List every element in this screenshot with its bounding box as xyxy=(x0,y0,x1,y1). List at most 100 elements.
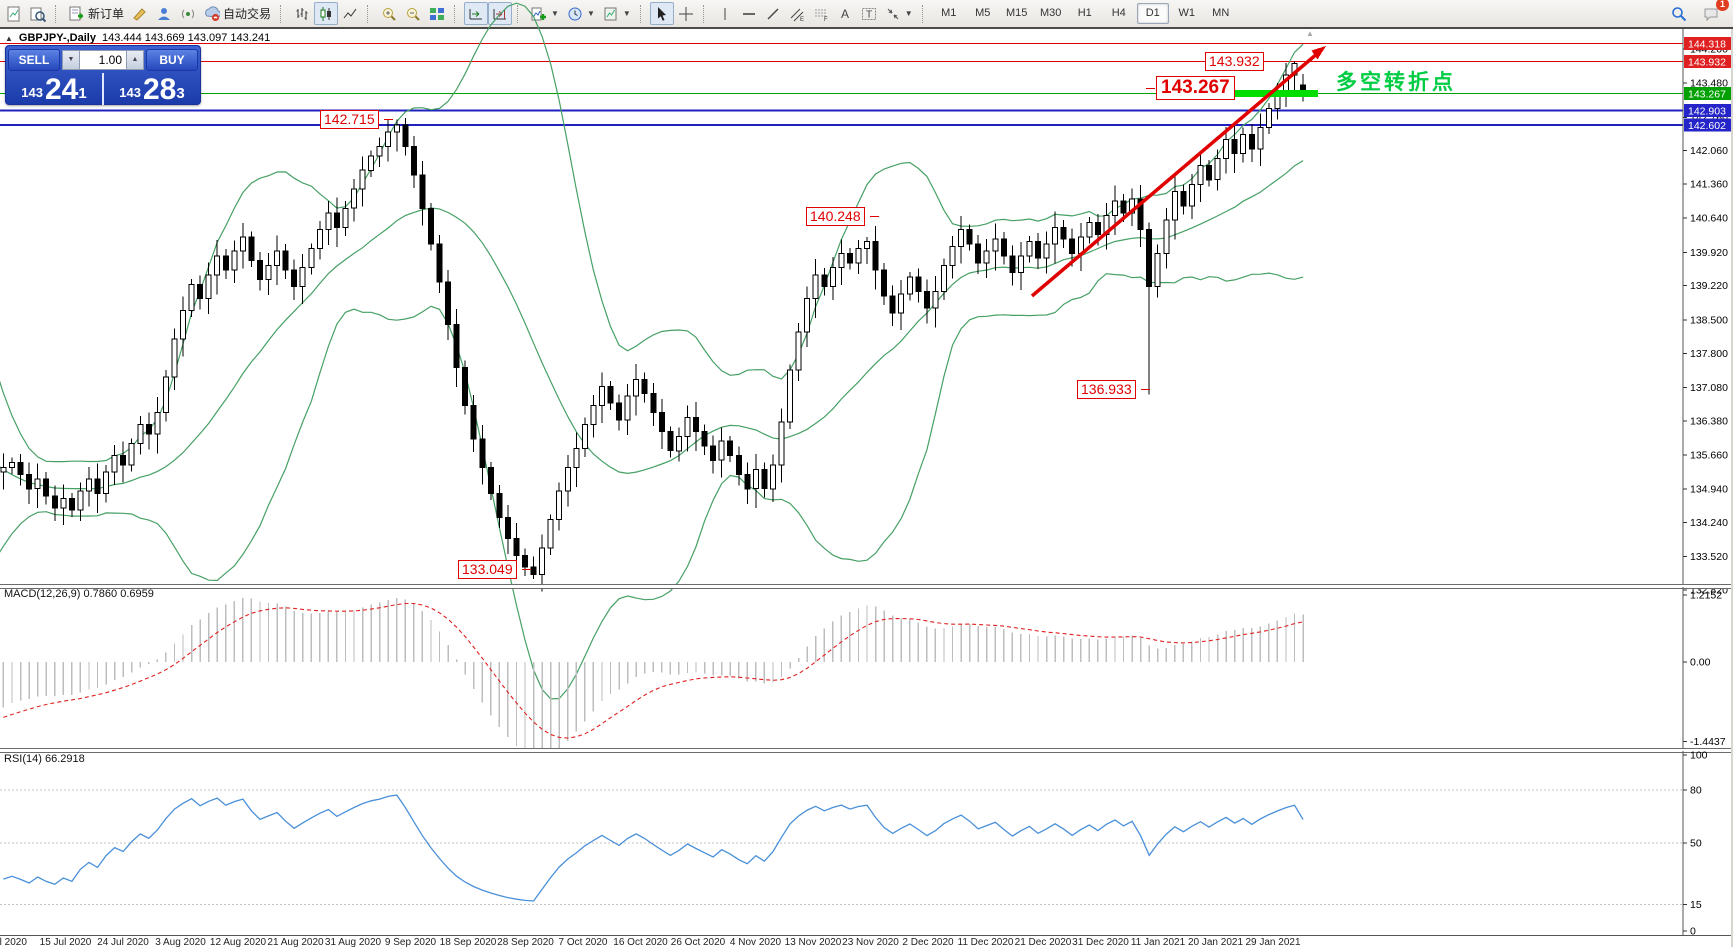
volume-input[interactable]: 1.00 xyxy=(80,50,126,70)
date-axis-label: 9 Sep 2020 xyxy=(384,937,437,947)
timeframe-button-h1[interactable]: H1 xyxy=(1077,7,1092,19)
macd-pane-svg[interactable]: 1.2152 0.00 -1.4437 xyxy=(0,587,1733,748)
toolbar-separator xyxy=(280,4,285,23)
profiles-button[interactable] xyxy=(26,2,50,25)
svg-text:E: E xyxy=(800,17,804,22)
volume-decrease-button[interactable]: ▼ xyxy=(62,50,80,70)
auto-scroll-button[interactable] xyxy=(464,2,489,25)
timeframe-button-m1[interactable]: M1 xyxy=(941,7,957,19)
svg-text:T: T xyxy=(866,9,872,20)
turning-point-annotation[interactable]: 多空转折点 xyxy=(1336,71,1456,94)
new-order-button[interactable]: 新订单 xyxy=(65,2,128,25)
search-button[interactable] xyxy=(1667,2,1691,25)
vertical-line-button[interactable] xyxy=(713,2,737,25)
date-axis-label: 29 Jan 2021 xyxy=(1245,937,1301,947)
new-order-label: 新订单 xyxy=(88,7,125,21)
price-tag-136.933[interactable]: 136.933 xyxy=(1077,380,1136,399)
price-tag-133.049[interactable]: 133.049 xyxy=(458,560,517,579)
toolbar-separator xyxy=(454,4,459,23)
timeframe-button-mn[interactable]: MN xyxy=(1212,7,1230,19)
price-axis-tick: 138.500 xyxy=(1690,315,1728,327)
price-tag-143.267[interactable]: 143.267 xyxy=(1156,76,1235,100)
macd-axis-tick: 0.00 xyxy=(1690,657,1711,669)
buy-button[interactable]: BUY xyxy=(146,49,198,71)
trendline-button[interactable] xyxy=(761,2,785,25)
cursor-button[interactable] xyxy=(649,2,674,25)
auto-trading-label: 自动交易 xyxy=(223,7,272,21)
search-icon xyxy=(1671,6,1687,22)
timeframe-button-d1[interactable]: D1 xyxy=(1136,3,1169,24)
rsi-name: RSI(14) xyxy=(4,753,42,765)
timeframe-button-m30[interactable]: M30 xyxy=(1040,7,1062,19)
pane-separator[interactable] xyxy=(0,748,1733,753)
price-tag-142.715[interactable]: 142.715 xyxy=(320,110,379,129)
rsi-axis-tick: 80 xyxy=(1690,785,1702,797)
text-label-button[interactable]: T xyxy=(857,2,881,25)
fibonacci-icon: F xyxy=(813,6,829,23)
community-button[interactable] xyxy=(152,2,176,25)
shapes-button[interactable]: ▼ xyxy=(881,2,917,25)
price-chart-svg[interactable]: 144.200143.480142.760142.060141.360140.6… xyxy=(0,2,1733,700)
chat-bubble-icon xyxy=(1703,6,1719,22)
auto-trading-button[interactable]: 自动交易 xyxy=(200,2,275,25)
zoom-in-button[interactable] xyxy=(377,2,401,25)
signal-icon xyxy=(180,6,196,22)
dropdown-caret-icon: ▼ xyxy=(586,9,595,18)
date-axis-label: 7 Oct 2020 xyxy=(558,937,608,947)
fibonacci-button[interactable]: F xyxy=(809,2,833,25)
toolbar-separator xyxy=(639,4,645,23)
equidistant-channel-icon: E xyxy=(789,6,805,23)
bar-chart-button[interactable] xyxy=(290,2,314,25)
candlestick-button[interactable] xyxy=(314,2,339,25)
price-tag-143.932[interactable]: 143.932 xyxy=(1205,52,1264,71)
toolbar-separator xyxy=(921,4,927,23)
price-tag-140.248[interactable]: 140.248 xyxy=(806,207,865,226)
macd-main-value: 0.7860 xyxy=(83,588,118,600)
price-tag-connector xyxy=(1146,88,1155,89)
sell-button[interactable]: SELL xyxy=(8,49,60,71)
styler-button[interactable] xyxy=(128,2,152,25)
volume-increase-button[interactable]: ▲ xyxy=(126,50,144,70)
timeframe-button-m15[interactable]: M15 xyxy=(1006,7,1028,19)
zoom-in-icon xyxy=(381,6,397,22)
sell-price-display[interactable]: 143 24 1 xyxy=(6,73,104,105)
line-chart-button[interactable] xyxy=(338,2,362,25)
rsi-pane-svg[interactable]: 100 80 50 15 0 xyxy=(0,751,1733,935)
date-axis-label: 11 Dec 2020 xyxy=(957,937,1014,947)
timeframe-button-h4[interactable]: H4 xyxy=(1111,7,1126,19)
horizontal-line-button[interactable] xyxy=(737,2,761,25)
pane-separator[interactable] xyxy=(0,584,1733,589)
person-icon xyxy=(156,6,172,22)
periods-button[interactable]: ▼ xyxy=(563,2,599,25)
date-axis-label: 21 Dec 2020 xyxy=(1014,937,1072,947)
indicators-button[interactable]: ▼ xyxy=(527,2,563,25)
templates-button[interactable]: ▼ xyxy=(599,2,635,25)
crosshair-button[interactable] xyxy=(674,2,698,25)
one-click-trading-widget: SELL ▼ 1.00 ▲ BUY 143 24 1 143 28 3 xyxy=(5,45,201,105)
notification-count-badge: 1 xyxy=(1716,0,1729,11)
signals-button[interactable] xyxy=(176,2,200,25)
notifications-button[interactable]: 1 xyxy=(1699,0,1729,25)
new-chart-button[interactable] xyxy=(2,2,26,25)
rsi-value: 66.2918 xyxy=(44,753,85,765)
zoom-out-button[interactable] xyxy=(401,2,425,25)
price-level-badge: 142.903 xyxy=(1688,106,1726,118)
chart-shift-marker[interactable]: ▲ xyxy=(1306,29,1314,38)
indicators-icon xyxy=(531,6,547,22)
collapse-chart-icon[interactable]: ▲ xyxy=(5,33,13,43)
rsi-axis-tick: 50 xyxy=(1690,838,1702,850)
date-axis[interactable]: Jul 2020 15 Jul 2020 24 Jul 2020 3 Aug 2020… xyxy=(0,935,1733,947)
channel-button[interactable]: E xyxy=(785,2,809,25)
macd-signal-value: 0.6959 xyxy=(120,588,154,600)
price-axis-tick: 141.360 xyxy=(1690,179,1728,191)
timeframe-button-w1[interactable]: W1 xyxy=(1178,7,1195,19)
clock-icon xyxy=(567,6,583,22)
tile-windows-button[interactable] xyxy=(425,2,449,25)
text-button[interactable]: A xyxy=(833,2,857,25)
price-level-badge: 143.932 xyxy=(1688,57,1726,69)
buy-price-display[interactable]: 143 28 3 xyxy=(104,73,200,105)
text-icon: A xyxy=(837,6,853,22)
paintbrush-icon xyxy=(132,6,148,22)
timeframe-button-m5[interactable]: M5 xyxy=(975,7,991,19)
new-order-icon xyxy=(69,6,85,22)
